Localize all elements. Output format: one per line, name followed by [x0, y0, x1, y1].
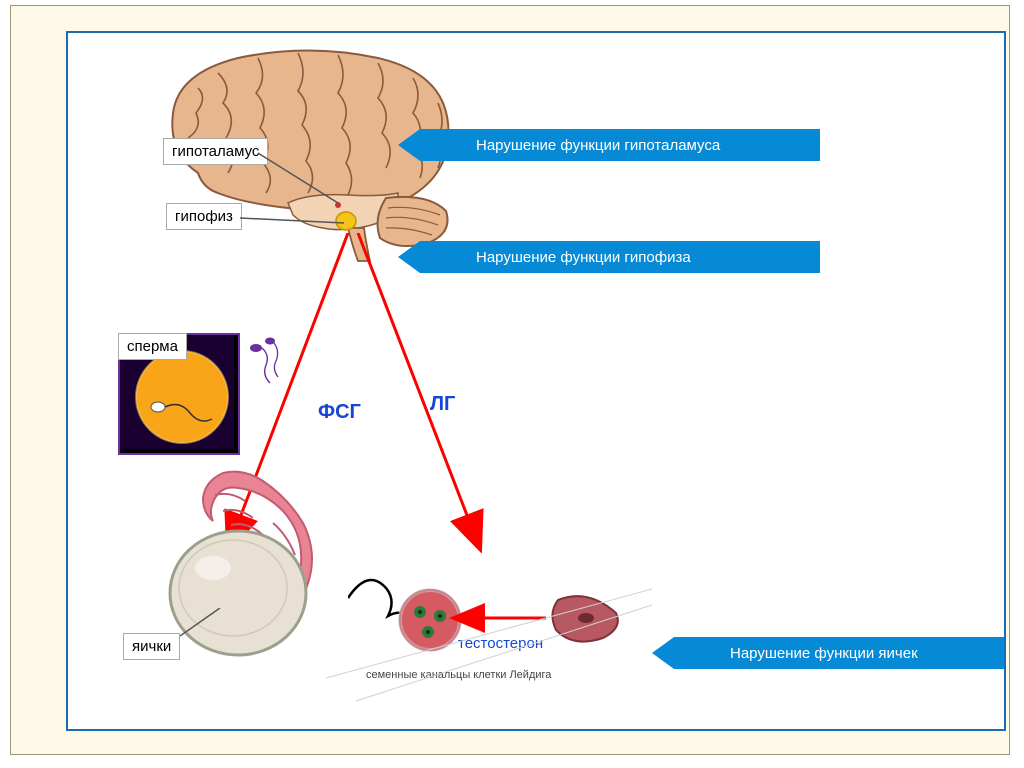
- label-sperm: сперма: [118, 333, 187, 360]
- sperm-trail-icon: [236, 333, 286, 453]
- label-hypothalamus: гипоталамус: [163, 138, 268, 165]
- lower-wedge: [296, 533, 1006, 703]
- connector-hypothalamus: [258, 148, 348, 208]
- outer-frame: гипоталамус гипофиз Нарушение функции ги…: [10, 5, 1010, 755]
- callout-text: Нарушение функции гипоталамуса: [476, 137, 720, 154]
- connector-testes: [180, 608, 230, 638]
- label-testes: яички: [123, 633, 180, 660]
- diagram-frame: гипоталамус гипофиз Нарушение функции ги…: [66, 31, 1006, 731]
- connector-pituitary: [240, 213, 350, 233]
- label-fsh: ФСГ: [318, 401, 361, 424]
- label-lh: ЛГ: [430, 393, 455, 416]
- callout-hypothalamus-dysfunction: Нарушение функции гипоталамуса: [420, 129, 820, 161]
- label-pituitary: гипофиз: [166, 203, 242, 230]
